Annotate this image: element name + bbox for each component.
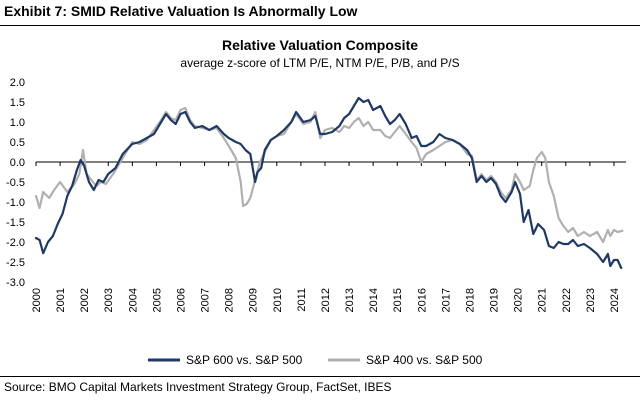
y-tick-label: -2.0 [6, 237, 25, 249]
x-tick-label: 2002 [79, 288, 91, 312]
legend-label: S&P 400 vs. S&P 500 [366, 353, 483, 367]
y-tick-label: 0.5 [10, 137, 25, 149]
x-tick-label: 2016 [416, 288, 428, 312]
top-rule [0, 25, 640, 26]
x-tick-label: 2019 [489, 288, 501, 312]
x-tick-label: 2018 [464, 288, 476, 312]
x-tick-label: 2013 [344, 288, 356, 312]
x-tick-label: 2012 [320, 288, 332, 312]
x-tick-label: 2003 [103, 288, 115, 312]
x-tick-label: 2005 [151, 288, 163, 312]
y-tick-label: 2.0 [10, 77, 25, 89]
series-line-sp400 [34, 106, 624, 244]
chart-title: Relative Valuation Composite [222, 37, 418, 53]
series-line-sp600 [34, 96, 623, 270]
x-tick-label: 2015 [392, 288, 404, 312]
x-tick-label: 2004 [127, 288, 139, 312]
x-tick-label: 2021 [537, 288, 549, 312]
x-tick-label: 2008 [224, 288, 236, 312]
x-tick-label: 2022 [561, 288, 573, 312]
legend: S&P 600 vs. S&P 500 S&P 400 vs. S&P 500 [148, 353, 483, 367]
x-tick-label: 2010 [272, 288, 284, 312]
chart-subtitle: average z-score of LTM P/E, NTM P/E, P/B… [180, 56, 459, 70]
chart: Relative Valuation Composite average z-s… [6, 37, 626, 367]
x-tick-label: 2014 [368, 288, 380, 312]
y-tick-label: -1.0 [6, 197, 25, 209]
x-tick-label: 2024 [609, 288, 621, 312]
x-tick-label: 2007 [200, 288, 212, 312]
y-tick-label: 0.0 [10, 157, 25, 169]
y-tick-label: 1.5 [10, 97, 25, 109]
x-tick-label: 2009 [248, 288, 260, 312]
y-tick-label: -2.5 [6, 257, 25, 269]
series-layer [34, 96, 624, 270]
exhibit-title: Exhibit 7: SMID Relative Valuation Is Ab… [4, 3, 358, 19]
y-tick-label: -0.5 [6, 177, 25, 189]
x-tick-label: 2006 [175, 288, 187, 312]
bottom-rule [0, 376, 640, 377]
x-tick-label: 2020 [513, 288, 525, 312]
y-axis: 2.0 1.5 1.0 0.5 0.0 -0.5 -1.0 -1.5 -2.0 -2.5 -3.0 [6, 77, 25, 289]
x-tick-label: 2001 [55, 288, 67, 312]
y-tick-label: -1.5 [6, 217, 25, 229]
x-tick-label: 2000 [31, 288, 43, 312]
y-tick-label: 1.0 [10, 117, 25, 129]
legend-label: S&P 600 vs. S&P 500 [186, 353, 303, 367]
x-tick-label: 2011 [296, 288, 308, 312]
source-note: Source: BMO Capital Markets Investment S… [4, 380, 392, 394]
y-tick-label: -3.0 [6, 277, 25, 289]
x-tick-label: 2017 [440, 288, 452, 312]
x-tick-label: 2023 [585, 288, 597, 312]
x-axis: 2000 2001 2002 2003 2004 2005 2006 2007 2008 2009… [31, 161, 626, 312]
